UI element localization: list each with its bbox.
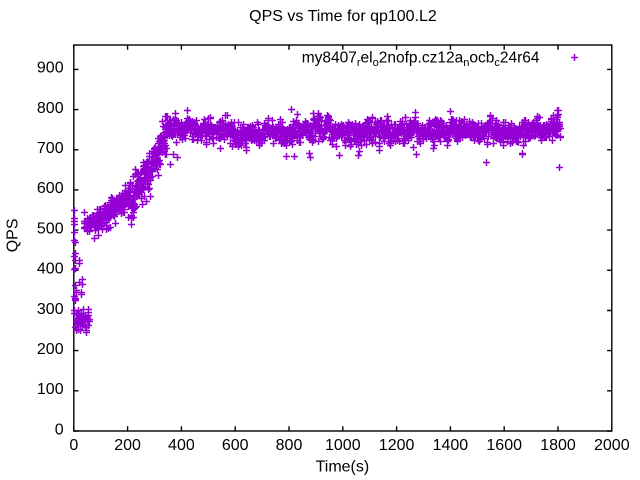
svg-text:0: 0 xyxy=(69,437,78,454)
svg-text:600: 600 xyxy=(222,437,249,454)
svg-text:400: 400 xyxy=(37,261,64,278)
svg-text:300: 300 xyxy=(37,301,64,318)
svg-text:Time(s): Time(s) xyxy=(316,458,370,475)
svg-text:900: 900 xyxy=(37,60,64,77)
svg-text:1800: 1800 xyxy=(540,437,576,454)
svg-text:200: 200 xyxy=(114,437,141,454)
svg-text:500: 500 xyxy=(37,220,64,237)
svg-text:QPS vs Time for qp100.L2: QPS vs Time for qp100.L2 xyxy=(249,8,437,25)
svg-text:200: 200 xyxy=(37,341,64,358)
svg-text:700: 700 xyxy=(37,140,64,157)
svg-text:600: 600 xyxy=(37,180,64,197)
svg-text:800: 800 xyxy=(37,100,64,117)
svg-text:1200: 1200 xyxy=(379,437,415,454)
svg-text:1000: 1000 xyxy=(325,437,361,454)
svg-text:1400: 1400 xyxy=(433,437,469,454)
svg-text:QPS: QPS xyxy=(5,219,22,253)
svg-text:100: 100 xyxy=(37,381,64,398)
svg-text:2000: 2000 xyxy=(594,437,630,454)
svg-text:1600: 1600 xyxy=(486,437,522,454)
svg-text:0: 0 xyxy=(55,421,64,438)
svg-text:800: 800 xyxy=(276,437,303,454)
svg-text:my8407relo2nofp.cz12anocbc24r6: my8407relo2nofp.cz12anocbc24r64 xyxy=(302,49,540,68)
svg-text:400: 400 xyxy=(168,437,195,454)
